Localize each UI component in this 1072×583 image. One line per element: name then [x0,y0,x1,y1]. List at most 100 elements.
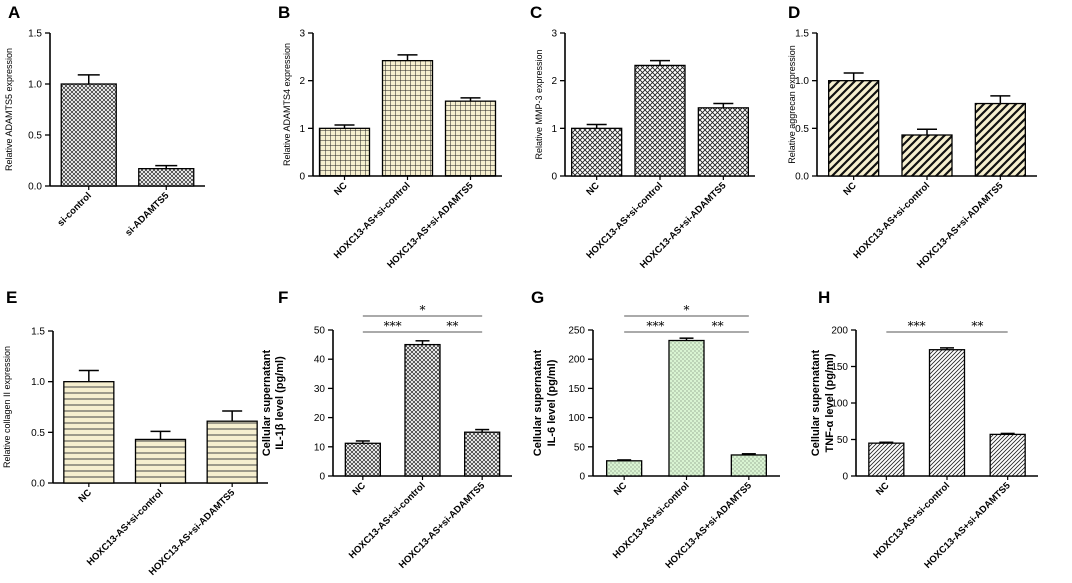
category-label: HOXC13-AS+si-control [85,487,166,568]
y-axis-title: Cellular supernatant [261,349,273,456]
y-tick-label: 0.5 [795,124,809,135]
bar [381,59,434,177]
y-tick-label: 100 [831,399,848,410]
y-tick-label: 0.5 [28,131,42,142]
bar [901,134,953,177]
y-tick-label: 0.5 [31,428,45,439]
y-tick-label: 0.0 [28,182,42,193]
category-label: NC [874,480,892,498]
bar [344,442,381,477]
panel-label: C [530,3,542,22]
category-label: si-control [55,190,93,228]
y-tick-label: 0 [579,472,585,483]
y-tick-label: 1.5 [31,327,45,338]
y-axis-title-units: TNF-α level (pg/ml) [824,353,836,452]
panel-label: E [6,288,17,307]
y-tick-label: 150 [568,384,585,395]
y-tick-label: 1.5 [795,29,809,40]
y-tick-label: 200 [568,355,585,366]
y-axis-title: Relative ADAMTS4 expression [282,43,292,166]
panel-a: A 0.0 0.5 1.0 1.5 Relative ADAMTS5 expression… [4,3,205,238]
category-label: NC [612,480,630,498]
bar [668,339,705,477]
category-label: HOXC13-AS+si-control [851,180,932,261]
y-axis-title: Relative ADAMTS5 expression [4,48,14,171]
bar [730,454,767,477]
y-tick-label: 0 [842,472,848,483]
y-tick-label: 30 [314,384,326,395]
bar [60,83,117,187]
bar [974,102,1026,177]
y-axis-title-units: IL-6 level (pg/ml) [546,359,558,446]
panel-h: H 0 50 100 150 200 Cellular supernatant TNF-α l… [810,288,1038,571]
bar [464,431,501,477]
category-label: NC [584,180,602,198]
y-tick-label: 1.0 [795,76,809,87]
panel-label: B [278,3,290,22]
y-tick-label: 150 [831,362,848,373]
panel-label: A [8,3,20,22]
y-axis-title: Relative aggrecan expression [787,45,797,164]
y-tick-label: 10 [314,442,326,453]
significance-label: ** [712,319,724,333]
panel-label: G [531,288,544,307]
bar [206,420,258,484]
panel-e: E 0.0 0.5 1.0 1.5 Relative collagen II expres… [2,288,268,578]
y-tick-label: 50 [574,442,586,453]
y-tick-label: 1.0 [31,377,45,388]
bar [134,438,187,484]
y-tick-label: 250 [568,326,585,337]
y-axis-title: Relative MMP-3 expression [534,49,544,159]
significance-label: *** [384,319,402,333]
bar [989,433,1026,477]
bar [928,349,966,477]
bar [828,80,880,177]
y-tick-label: 100 [568,413,585,424]
category-label: HOXC13-AS+si-ADAMTS5 [147,487,238,578]
significance-label: ** [971,319,983,333]
bar [571,127,623,177]
y-tick-label: 0.0 [795,172,809,183]
y-axis-title: Relative collagen II expression [2,346,12,468]
bar [634,64,686,177]
bar [868,442,905,477]
y-tick-label: 2 [551,76,557,87]
category-label: NC [841,180,859,198]
y-tick-label: 0 [319,472,325,483]
y-tick-label: 3 [551,29,557,40]
bar [697,107,749,177]
panel-label: H [818,288,830,307]
significance-label: * [684,303,690,317]
bar [318,127,371,177]
significance-label: * [420,303,426,317]
y-tick-label: 50 [314,326,326,337]
significance-label: ** [446,319,458,333]
panel-label: F [278,288,288,307]
bar [444,100,497,177]
y-tick-label: 3 [299,29,305,40]
panel-label: D [788,3,800,22]
bar [63,381,115,484]
y-tick-label: 20 [314,413,326,424]
y-tick-label: 40 [314,355,326,366]
y-tick-label: 50 [837,435,849,446]
panel-f: F 0 10 20 30 40 50 Cellular supernatant IL-1β le… [261,288,512,571]
y-axis-title: Cellular supernatant [810,349,822,456]
y-axis-title-units: IL-1β level (pg/ml) [274,356,286,450]
significance-label: *** [646,319,664,333]
significance-label: *** [908,319,926,333]
category-label: NC [350,480,368,498]
y-tick-label: 200 [831,326,848,337]
category-label: NC [76,487,94,505]
category-label: NC [332,180,350,198]
y-tick-label: 2 [299,76,305,87]
y-tick-label: 1 [299,124,305,135]
y-tick-label: 0.0 [31,479,45,490]
panel-d: D 0.0 0.5 1.0 1.5 Relative aggrecan expressio… [787,3,1037,271]
bar [138,168,195,187]
y-tick-label: 1.5 [28,29,42,40]
